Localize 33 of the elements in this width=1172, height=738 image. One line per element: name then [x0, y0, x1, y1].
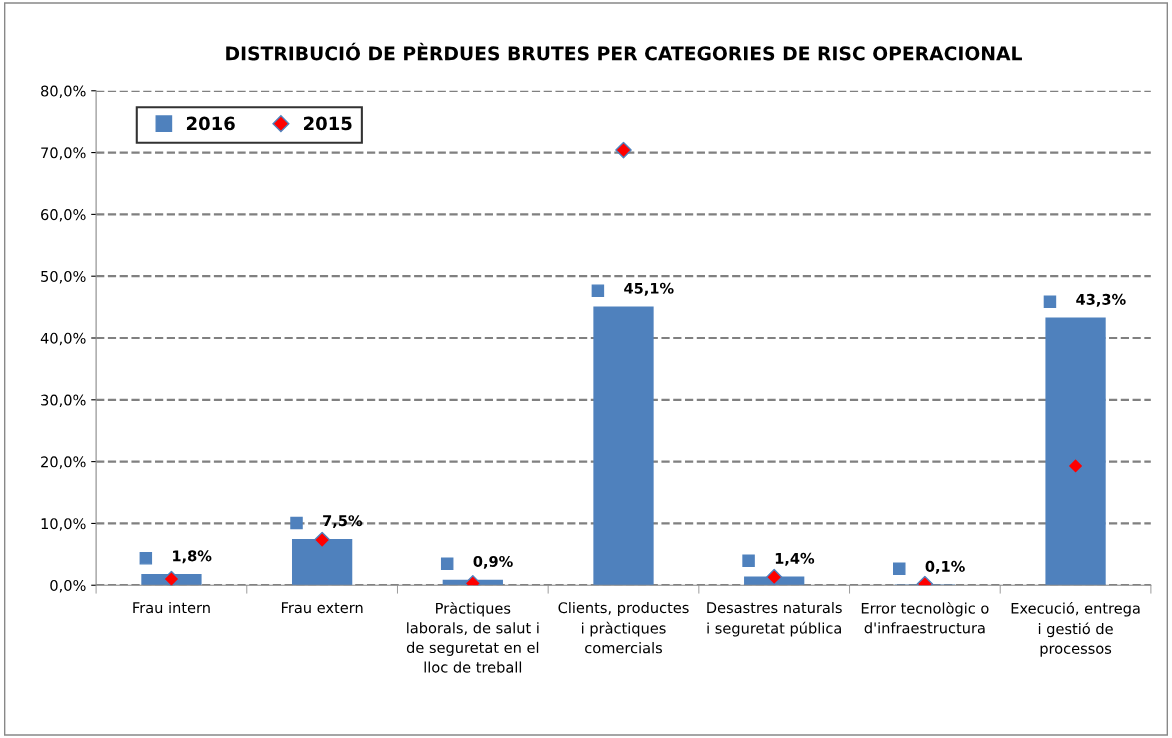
x-tick-label: Execució, entrega i gestió de processos	[1011, 601, 1140, 657]
data-label: 1,8%	[173, 550, 212, 564]
y-tick-label: 70,0%	[41, 147, 86, 160]
point	[1067, 457, 1084, 475]
legend-label: 2016	[186, 116, 235, 131]
y-tick-label: 40,0%	[40, 332, 86, 346]
point	[163, 570, 180, 586]
y-tick-label: 20,0%	[41, 456, 86, 469]
data-label: 0,1%	[925, 560, 965, 574]
point	[615, 141, 632, 159]
y-tick-label: 50,0%	[41, 270, 86, 284]
point	[313, 531, 331, 549]
bar	[593, 306, 654, 586]
bar	[1045, 317, 1106, 586]
x-tick-label: Frau extern	[281, 602, 363, 614]
y-tick-label: 80,0%	[41, 85, 86, 99]
chart-title: DISTRIBUCIÓ DE PÈRDUES BRUTES PER CATEGORIES DE RISC OPERACIONAL	[226, 42, 1022, 61]
point	[765, 568, 783, 586]
y-tick-label: 60,0%	[41, 209, 86, 222]
data-label: 1,4%	[775, 552, 815, 566]
x-tick-label: Error tecnològic o d'infraestructura	[861, 601, 989, 634]
y-tick-label: 10,0%	[41, 518, 86, 531]
data-label: 7,5%	[323, 515, 363, 529]
data-label: 0,9%	[473, 555, 513, 569]
data-label: 45,1%	[624, 282, 674, 296]
y-tick-label: 0,0%	[50, 579, 86, 593]
y-tick-label: 30,0%	[41, 394, 86, 408]
x-tick-label: Frau intern	[133, 601, 210, 614]
legend-label: 2015	[304, 116, 352, 131]
data-label: 43,3%	[1076, 293, 1126, 307]
x-tick-label: Desastres naturals i seguretat pública	[707, 601, 842, 637]
x-tick-label: Clients, productes i pràctiques comercials	[558, 601, 689, 654]
x-tick-label: Pràctiques laborals, de salut i de seguretat en el lloc de treball	[406, 601, 539, 673]
